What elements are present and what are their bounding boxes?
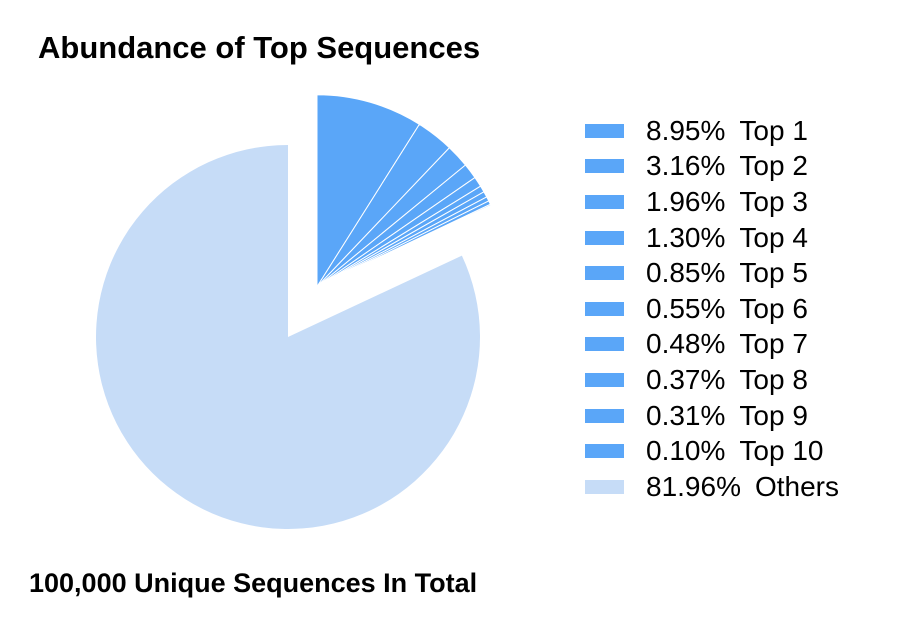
pie-slice-top-1 xyxy=(316,94,421,289)
legend-value: 8.95% xyxy=(646,114,726,146)
pie-slice-others xyxy=(95,145,481,529)
legend-value: 0.85% xyxy=(646,257,726,289)
legend-value: 0.55% xyxy=(646,292,726,324)
legend: 8.95% Top 1 3.16% Top 2 1.96% Top 3 1.30% Top 4… xyxy=(585,113,895,505)
legend-swatch xyxy=(585,479,624,494)
legend-label: Others xyxy=(754,470,839,502)
legend-item-top-4: 1.30% Top 4 xyxy=(585,220,895,256)
legend-swatch xyxy=(585,123,624,138)
legend-item-top-1: 8.95% Top 1 xyxy=(585,113,895,149)
legend-label: Top 4 xyxy=(739,221,808,253)
legend-label: Top 1 xyxy=(739,114,808,146)
legend-swatch xyxy=(585,266,624,281)
legend-value: 81.96% xyxy=(646,470,741,502)
legend-swatch xyxy=(585,408,624,423)
legend-swatch xyxy=(585,159,624,174)
legend-value: 0.31% xyxy=(646,399,726,431)
chart-title: Abundance of Top Sequences xyxy=(38,30,481,65)
legend-label: Top 3 xyxy=(739,185,808,217)
legend-value: 1.96% xyxy=(646,185,726,217)
legend-label: Top 6 xyxy=(739,292,808,324)
legend-swatch xyxy=(585,337,624,352)
legend-value: 3.16% xyxy=(646,150,726,182)
legend-item-others: 81.96% Others xyxy=(585,469,895,505)
legend-item-top-8: 0.37% Top 8 xyxy=(585,362,895,398)
pie-slice-top-10 xyxy=(316,203,492,288)
legend-swatch xyxy=(585,444,624,459)
legend-item-top-7: 0.48% Top 7 xyxy=(585,327,895,363)
legend-swatch xyxy=(585,194,624,209)
footer-note: 100,000 Unique Sequences In Total xyxy=(29,568,478,598)
legend-item-top-9: 0.31% Top 9 xyxy=(585,398,895,434)
legend-label: Top 9 xyxy=(739,399,808,431)
legend-item-top-2: 3.16% Top 2 xyxy=(585,149,895,185)
legend-value: 0.48% xyxy=(646,328,726,360)
legend-value: 1.30% xyxy=(646,221,726,253)
legend-item-top-6: 0.55% Top 6 xyxy=(585,291,895,327)
legend-item-top-5: 0.85% Top 5 xyxy=(585,255,895,291)
legend-value: 0.10% xyxy=(646,435,726,467)
legend-label: Top 5 xyxy=(739,257,808,289)
pie-slices xyxy=(95,94,492,529)
legend-swatch xyxy=(585,230,624,245)
legend-swatch xyxy=(585,301,624,316)
legend-value: 0.37% xyxy=(646,363,726,395)
legend-label: Top 10 xyxy=(739,435,824,467)
legend-label: Top 8 xyxy=(739,363,808,395)
legend-item-top-10: 0.10% Top 10 xyxy=(585,433,895,469)
legend-item-top-3: 1.96% Top 3 xyxy=(585,184,895,220)
legend-label: Top 2 xyxy=(739,150,808,182)
legend-label: Top 7 xyxy=(739,328,808,360)
legend-swatch xyxy=(585,372,624,387)
